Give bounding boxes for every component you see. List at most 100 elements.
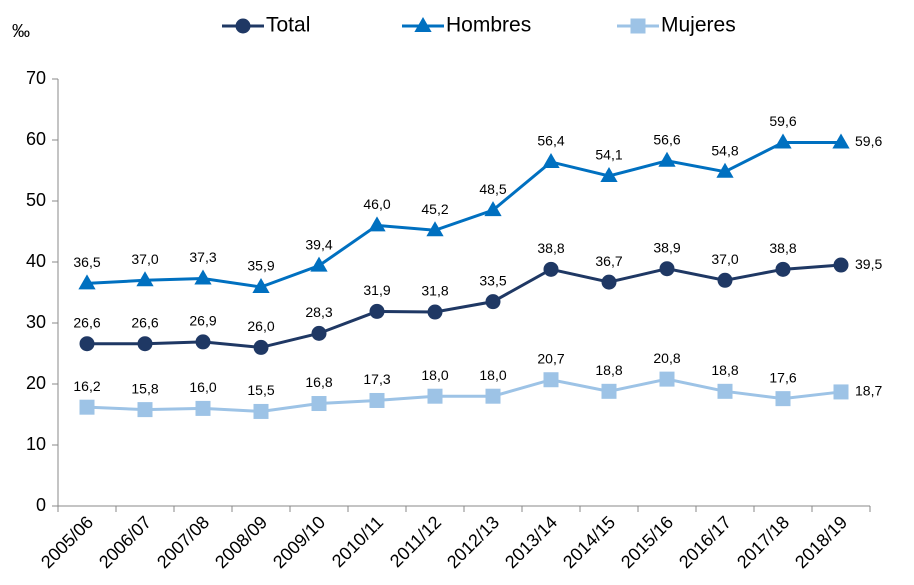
data-label: 37,0	[131, 251, 158, 267]
marker	[600, 166, 618, 182]
data-label: 18,8	[595, 362, 622, 378]
data-label: 18,0	[479, 367, 506, 383]
marker	[195, 334, 211, 350]
marker	[310, 256, 328, 272]
marker	[833, 384, 849, 400]
data-label: 18,7	[855, 383, 882, 399]
series-line	[86, 377, 842, 413]
data-label: 17,3	[363, 371, 390, 387]
data-label: 31,8	[421, 283, 448, 299]
data-label: 18,8	[711, 362, 738, 378]
y-tick-label: 60	[26, 129, 46, 149]
data-label: 38,8	[769, 240, 796, 256]
data-label: 26,0	[247, 318, 274, 334]
marker	[427, 304, 443, 320]
y-tick-label: 10	[26, 434, 46, 454]
x-tick-label: 2012/13	[443, 512, 503, 572]
data-label: 20,8	[653, 350, 680, 366]
data-label: 35,9	[247, 258, 274, 274]
data-label: 59,6	[855, 133, 882, 149]
legend-label: Mujeres	[661, 14, 736, 37]
x-tick-label: 2007/08	[153, 512, 213, 572]
marker	[832, 133, 850, 149]
marker	[136, 271, 154, 287]
marker	[368, 216, 386, 232]
marker	[543, 261, 559, 277]
series-line	[87, 263, 842, 349]
marker	[484, 201, 502, 217]
y-tick-label: 30	[26, 312, 46, 332]
x-tick-label: 2006/07	[95, 512, 155, 572]
data-label: 26,9	[189, 313, 216, 329]
data-label: 18,0	[421, 367, 448, 383]
data-label: 45,2	[421, 201, 448, 217]
marker	[253, 339, 269, 355]
marker	[427, 388, 443, 404]
data-label: 16,0	[189, 379, 216, 395]
marker	[369, 392, 385, 408]
data-label: 46,0	[363, 196, 390, 212]
marker	[542, 152, 560, 168]
data-label: 36,7	[595, 253, 622, 269]
marker	[253, 403, 269, 419]
marker	[659, 371, 675, 387]
data-label: 54,1	[595, 147, 622, 163]
marker	[658, 151, 676, 167]
marker	[601, 383, 617, 399]
x-tick-label: 2010/11	[328, 512, 387, 571]
y-tick-label: 70	[26, 68, 46, 88]
data-label: 36,5	[73, 254, 100, 270]
x-tick-label: 2014/15	[559, 512, 619, 572]
marker	[369, 303, 385, 319]
data-label: 17,6	[769, 369, 796, 385]
data-label: 28,3	[305, 304, 332, 320]
marker	[717, 272, 733, 288]
legend-label: Total	[266, 14, 310, 37]
marker	[630, 18, 646, 34]
marker	[659, 261, 675, 277]
data-label: 54,8	[711, 142, 738, 158]
y-tick-label: 50	[26, 190, 46, 210]
data-label: 38,9	[653, 239, 680, 255]
marker	[716, 162, 734, 178]
data-label: 38,8	[537, 240, 564, 256]
marker	[414, 17, 432, 32]
data-label: 56,4	[537, 133, 564, 149]
legend-label: Hombres	[446, 14, 531, 37]
y-tick-label: 0	[36, 495, 46, 515]
marker	[601, 274, 617, 290]
data-label: 56,6	[653, 131, 680, 147]
marker	[426, 221, 444, 237]
marker	[252, 278, 270, 294]
marker	[194, 269, 212, 285]
x-tick-label: 2013/14	[501, 512, 561, 572]
marker	[543, 372, 559, 388]
data-label: 48,5	[479, 181, 506, 197]
data-label: 33,5	[479, 272, 506, 288]
data-label: 39,4	[305, 236, 332, 252]
marker	[137, 336, 153, 352]
y-tick-label: 20	[26, 373, 46, 393]
data-label: 26,6	[73, 314, 100, 330]
data-label: 20,7	[537, 350, 564, 366]
marker	[311, 325, 327, 341]
x-tick-label: 2018/19	[791, 512, 851, 572]
y-tick-label: 40	[26, 251, 46, 271]
x-tick-label: 2009/10	[269, 512, 329, 572]
data-label: 16,8	[305, 374, 332, 390]
data-label: 15,5	[247, 382, 274, 398]
marker	[717, 383, 733, 399]
x-tick-label: 2017/18	[733, 512, 793, 572]
x-tick-label: 2005/06	[37, 512, 97, 572]
marker	[235, 18, 251, 34]
x-tick-label: 2008/09	[211, 512, 271, 572]
marker	[79, 336, 95, 352]
marker	[79, 399, 95, 415]
marker	[485, 294, 501, 310]
marker	[775, 261, 791, 277]
data-label: 39,5	[855, 256, 882, 272]
marker	[485, 388, 501, 404]
marker	[137, 402, 153, 418]
series-line	[86, 140, 841, 289]
